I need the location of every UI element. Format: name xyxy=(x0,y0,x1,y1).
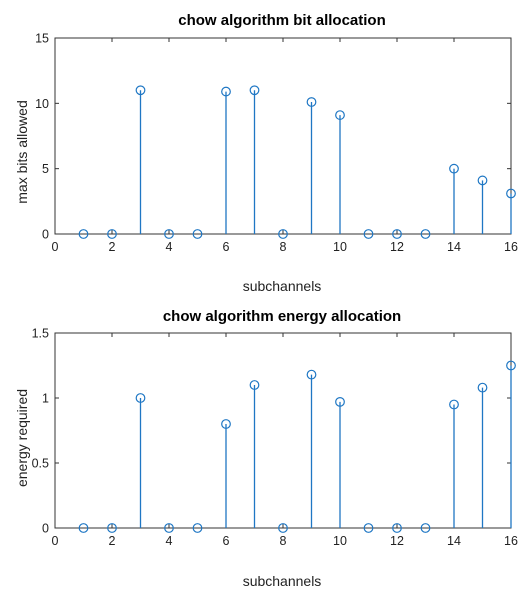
bit-stem-marker xyxy=(477,175,488,186)
energy-stem-marker xyxy=(477,382,488,393)
bit-stem-marker xyxy=(449,163,459,174)
bit-allocation-axes: 0 2 4 6 8 10 12 14 16 0 5 10 15 xyxy=(35,32,518,255)
energy-stem-marker xyxy=(392,523,402,533)
bit-xtick-label: 6 xyxy=(223,240,230,254)
energy-stem-marker xyxy=(449,399,459,410)
bit-stem-marker xyxy=(335,110,345,120)
bit-stem-marker xyxy=(221,86,231,97)
bit-xtick-label: 12 xyxy=(390,240,404,254)
energy-ytick-label: 1.5 xyxy=(32,327,49,341)
bit-stem-marker xyxy=(506,188,516,199)
energy-xtick-label: 12 xyxy=(390,534,404,548)
energy-ytick-label: 1 xyxy=(42,392,49,406)
energy-stem-marker xyxy=(164,523,174,533)
energy-stem-marker xyxy=(249,380,260,390)
bit-stem-marker xyxy=(278,229,288,239)
bit-ytick-label: 0 xyxy=(42,228,49,242)
energy-xtick-label: 10 xyxy=(333,534,347,548)
bit-stem-marker xyxy=(192,229,203,239)
energy-allocation-title: chow algorithm energy allocation xyxy=(163,308,401,325)
bit-stem-marker xyxy=(420,229,431,239)
bit-stem-marker xyxy=(164,229,174,239)
energy-allocation-axes: 0 2 4 6 8 10 12 14 16 0 0.5 1 1.5 xyxy=(32,327,518,549)
bit-xtick-label: 0 xyxy=(52,240,59,254)
bit-stem-marker xyxy=(249,85,260,96)
energy-stem-marker xyxy=(135,393,146,403)
bit-ytick-label: 5 xyxy=(42,162,49,176)
energy-ytick-label: 0 xyxy=(42,522,49,536)
energy-xtick-label: 0 xyxy=(52,534,59,548)
energy-xtick-label: 16 xyxy=(504,534,518,548)
bit-allocation-plot: chow algorithm bit allocation max bits a… xyxy=(14,12,518,294)
energy-stem-marker xyxy=(506,360,516,371)
energy-stem-marker xyxy=(192,523,203,533)
bit-xtick-label: 10 xyxy=(333,240,347,254)
energy-stem-marker xyxy=(107,523,117,533)
energy-stem-marker xyxy=(420,523,431,533)
bit-xtick-label: 2 xyxy=(109,240,116,254)
energy-xtick-label: 2 xyxy=(109,534,116,548)
bit-stem-marker xyxy=(107,229,117,239)
energy-stem-marker xyxy=(306,369,317,380)
bit-ytick-label: 10 xyxy=(35,97,49,111)
energy-stem-marker xyxy=(363,523,374,533)
bit-allocation-title: chow algorithm bit allocation xyxy=(178,12,386,29)
energy-xtick-label: 14 xyxy=(447,534,461,548)
energy-stem-marker xyxy=(278,523,288,533)
bit-xtick-label: 14 xyxy=(447,240,461,254)
energy-axes-frame xyxy=(54,332,512,529)
bit-allocation-xlabel: subchannels xyxy=(243,278,322,294)
bit-xtick-label: 16 xyxy=(504,240,518,254)
energy-xtick-label: 8 xyxy=(280,534,287,548)
bit-stem-marker xyxy=(363,229,374,239)
bit-axes-frame xyxy=(54,37,512,235)
bit-xtick-label: 4 xyxy=(166,240,173,254)
bit-stem-marker xyxy=(135,85,146,96)
bit-stem-marker xyxy=(78,229,89,239)
bit-stem-marker xyxy=(306,97,317,107)
bit-ytick-label: 15 xyxy=(35,32,49,46)
energy-xtick-label: 6 xyxy=(223,534,230,548)
bit-stem-marker xyxy=(392,229,402,239)
energy-stem-marker xyxy=(335,397,345,407)
energy-stem-marker xyxy=(78,523,89,533)
energy-ytick-label: 0.5 xyxy=(32,457,49,471)
energy-allocation-ylabel: energy required xyxy=(14,389,30,487)
energy-allocation-plot: chow algorithm energy allocation energy … xyxy=(14,308,518,589)
bit-allocation-ylabel: max bits allowed xyxy=(14,100,30,204)
energy-stem-marker xyxy=(221,419,231,429)
bit-xtick-label: 8 xyxy=(280,240,287,254)
energy-xtick-label: 4 xyxy=(166,534,173,548)
energy-allocation-xlabel: subchannels xyxy=(243,573,322,589)
